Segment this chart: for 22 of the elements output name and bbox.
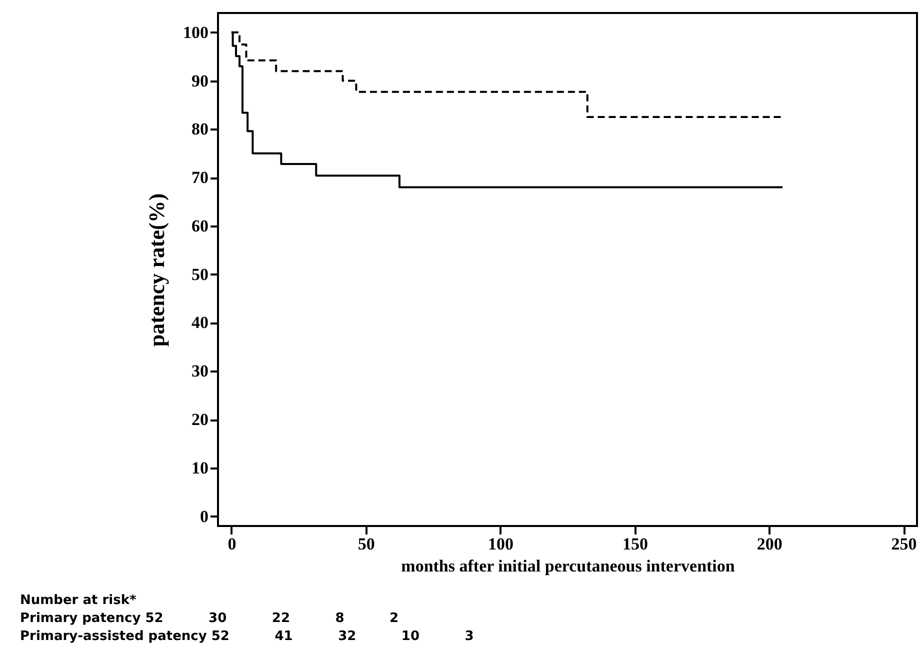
y-tick-label: 100 [183, 22, 208, 42]
y-tick-label: 40 [192, 313, 208, 332]
x-tick-label: 50 [358, 534, 375, 554]
y-tick-label: 10 [192, 458, 208, 478]
y-tick-label: 70 [192, 168, 208, 188]
y-axis-title: patency rate(%) [144, 193, 169, 347]
y-tick-label: 50 [192, 264, 208, 284]
x-tick-label: 200 [756, 534, 782, 554]
y-tick-label: 0 [200, 506, 208, 526]
y-tick-label: 90 [192, 71, 208, 90]
x-tick-label: 150 [622, 534, 648, 554]
y-tick-label: 20 [192, 410, 208, 430]
x-axis-title: months after initial percutaneous intervention [401, 556, 736, 576]
y-tick-label: 60 [192, 216, 208, 236]
text: Primary-assisted patency 52 41 32 10 3 [20, 628, 474, 646]
y-tick-label: 80 [192, 120, 208, 139]
x-tick-label: 100 [488, 534, 514, 554]
text: Number at risk* [20, 592, 138, 610]
y-tick-label: 30 [192, 362, 208, 381]
text: Primary patency 52 30 22 8 2 [20, 610, 400, 628]
x-tick-label: 250 [891, 534, 917, 554]
x-tick-label: 0 [228, 534, 236, 554]
